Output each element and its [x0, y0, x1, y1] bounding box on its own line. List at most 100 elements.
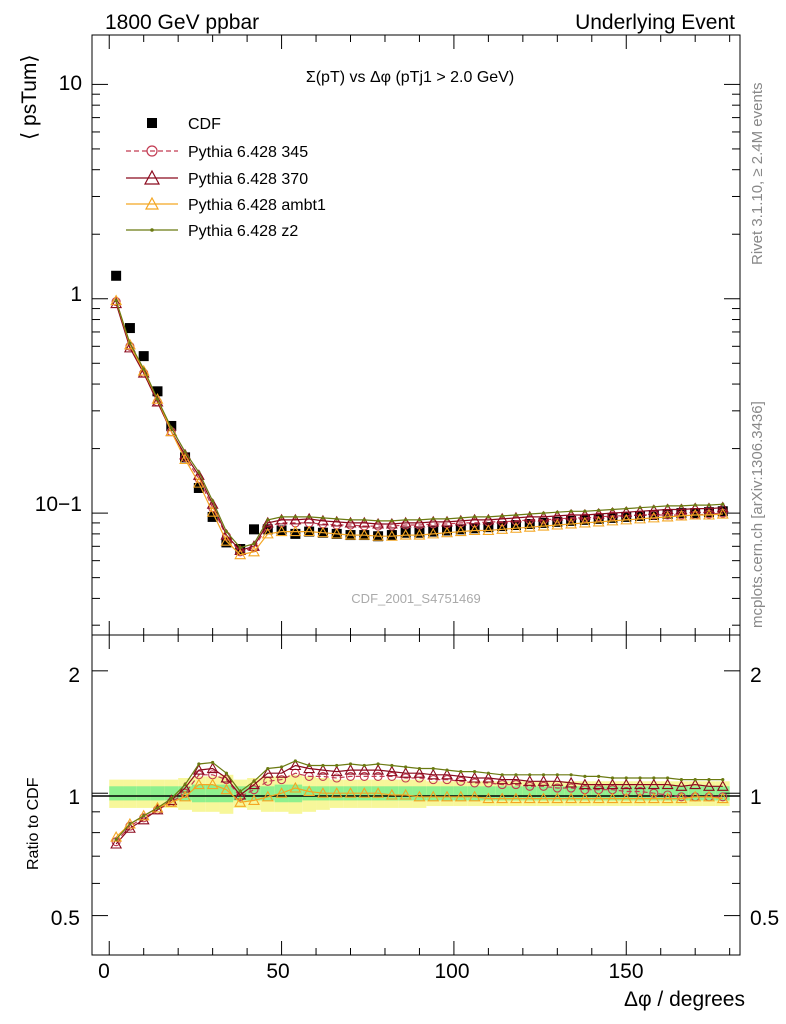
header-left-label: 1800 GeV ppbar	[105, 11, 259, 34]
ratio-point	[597, 774, 601, 778]
data-point	[372, 517, 385, 529]
data-point	[155, 397, 160, 401]
ratio-axis-ticks	[92, 635, 740, 956]
ratio-point	[454, 790, 467, 802]
data-point	[179, 453, 191, 464]
legend-label-z2: Pythia 6.428 z2	[188, 223, 298, 240]
inner-band-bin	[467, 786, 482, 801]
legend-marker-370	[143, 169, 161, 185]
ratio-point	[303, 762, 316, 774]
ratio-point	[620, 778, 633, 790]
data-point	[128, 341, 132, 345]
legend-label-cdf: CDF	[188, 116, 221, 133]
inner-band-bin	[453, 786, 468, 801]
data-point	[624, 506, 628, 511]
inner-band-bin	[288, 784, 303, 803]
ratio-point	[362, 763, 366, 768]
ratio-point	[179, 790, 191, 802]
ratio-point	[321, 763, 325, 768]
ratio-y-axis-label: Ratio to CDF	[25, 777, 42, 870]
data-point	[234, 548, 247, 560]
data-point	[261, 516, 274, 528]
mcplots-label: mcplots.cern.ch [arXiv:1306.3436]	[749, 401, 766, 628]
ratio-point	[454, 770, 467, 781]
legend-marker-345	[146, 145, 158, 157]
ratio-point	[496, 773, 509, 785]
data-point	[634, 505, 646, 516]
data-point	[376, 519, 380, 523]
ratio-point	[238, 789, 242, 794]
data-point	[317, 526, 329, 538]
data-point	[445, 517, 449, 521]
legend-item-345: Pythia 6.428 345	[126, 144, 308, 161]
header-right-label: Underlying Event	[575, 11, 735, 34]
ratio-point	[649, 788, 659, 798]
ratio-point	[647, 792, 660, 804]
data-point	[523, 510, 536, 522]
ratio-point	[459, 770, 463, 774]
legend-item-370: Pythia 6.428 370	[126, 169, 308, 188]
ratio-point	[307, 763, 311, 768]
y-tick-label-10: 10	[59, 72, 82, 95]
ratio-point	[183, 783, 187, 787]
ratio-point	[289, 781, 302, 793]
ratio-point	[606, 778, 619, 790]
x-tick-label-0: 0	[98, 960, 110, 983]
data-point	[555, 510, 559, 514]
data-point	[220, 535, 233, 546]
ratio-point	[372, 763, 385, 775]
legend: CDF Pythia 6.428 345 Pythia 6.428 370 Py…	[126, 116, 326, 240]
inner-band-bin	[302, 786, 317, 801]
data-point	[635, 510, 646, 521]
data-point	[442, 525, 453, 536]
ratio-point	[399, 788, 412, 800]
legend-item-cdf: CDF	[147, 116, 221, 133]
ratio-point	[332, 773, 342, 783]
data-point	[386, 530, 397, 541]
data-point	[248, 540, 260, 551]
data-point	[358, 528, 371, 540]
ratio-y-tick-label-0.5: 0.5	[51, 907, 80, 930]
ratio-point	[468, 790, 481, 802]
data-point	[606, 514, 619, 526]
ratio-point	[583, 774, 587, 778]
series-line	[115, 300, 723, 549]
ratio-y-tick-label-1-right: 1	[750, 786, 762, 809]
ratio-point	[289, 759, 302, 771]
ratio-point	[634, 778, 646, 790]
data-point	[441, 515, 453, 527]
x-axis-label: Δφ / degrees	[624, 988, 745, 1011]
ratio-point	[401, 773, 411, 783]
ratio-point	[248, 778, 260, 790]
data-point	[192, 469, 205, 480]
ratio-point	[275, 787, 288, 798]
ratio-series-3	[114, 759, 725, 841]
data-point	[335, 517, 339, 521]
ratio-y-tick-label-2: 2	[68, 664, 80, 687]
data-point	[496, 523, 509, 534]
ratio-point	[224, 771, 229, 775]
data-point	[123, 338, 136, 350]
inner-band-bin	[150, 786, 165, 801]
data-point	[275, 513, 288, 525]
data-point	[510, 522, 522, 533]
data-point	[510, 511, 522, 523]
data-point	[385, 517, 398, 529]
inner-band-bin	[426, 786, 441, 801]
data-point	[414, 527, 425, 538]
ratio-point	[155, 806, 160, 810]
data-point	[151, 393, 164, 404]
data-point	[399, 516, 412, 528]
data-point	[592, 507, 605, 519]
ratio-point	[248, 794, 260, 805]
ratio-point	[638, 776, 642, 780]
ratio-point	[317, 763, 329, 775]
ratio-point	[647, 778, 660, 790]
data-point	[607, 512, 618, 523]
ratio-point	[385, 765, 398, 777]
legend-label-345: Pythia 6.428 345	[188, 144, 308, 161]
ratio-point	[376, 762, 380, 766]
ratio-point	[523, 792, 536, 804]
data-point	[390, 519, 394, 523]
